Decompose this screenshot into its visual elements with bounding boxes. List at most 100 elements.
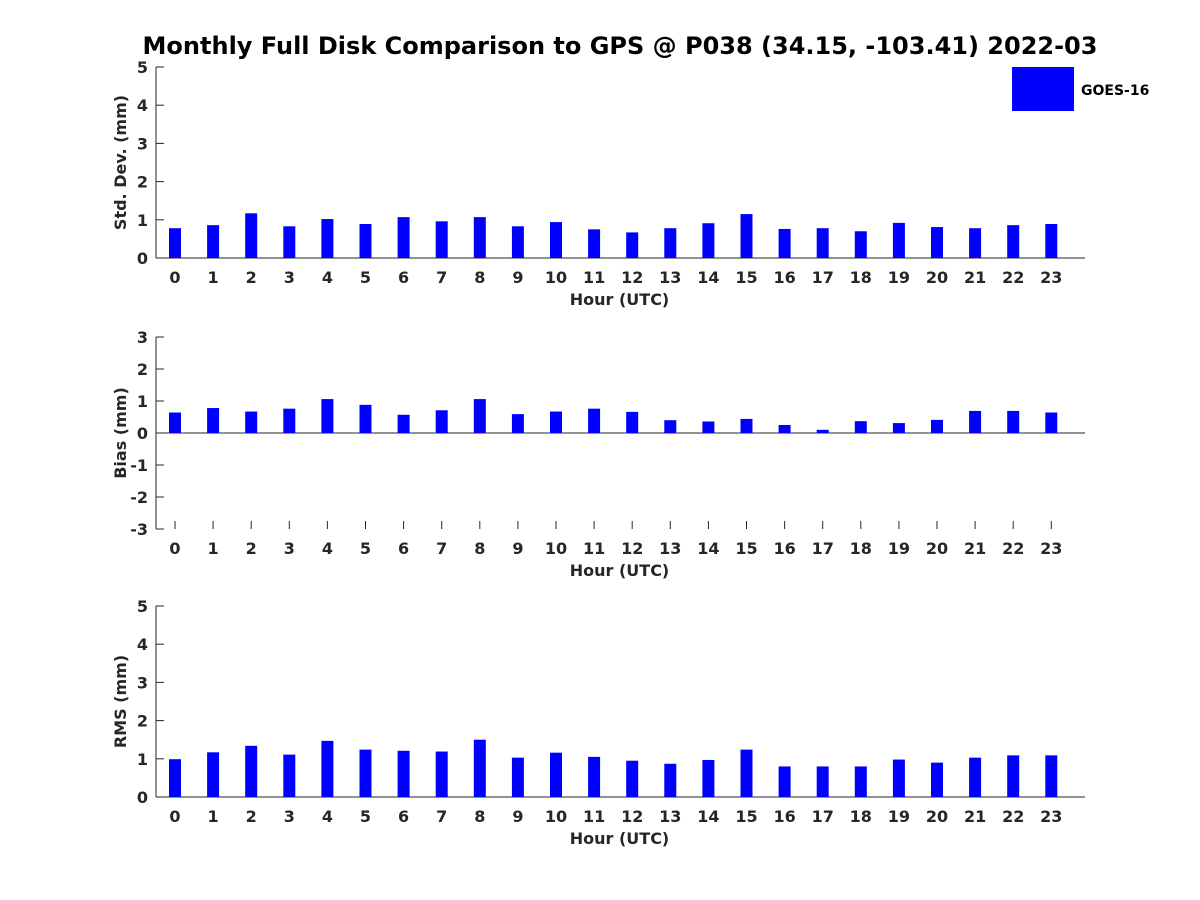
bar [778, 425, 791, 433]
bar [397, 750, 410, 797]
bar [321, 219, 334, 258]
x-tick-label: 5 [360, 807, 371, 826]
y-tick-label: 0 [137, 424, 148, 443]
x-tick-label: 18 [850, 807, 872, 826]
bar [816, 766, 829, 797]
bar [1045, 755, 1058, 797]
x-tick-label: 7 [436, 539, 447, 558]
bar [321, 399, 334, 433]
x-tick-label: 22 [1002, 268, 1024, 287]
y-axis-label: Std. Dev. (mm) [111, 95, 130, 230]
bar [854, 231, 867, 258]
bar [397, 217, 410, 258]
bar [588, 408, 601, 433]
x-tick-label: 17 [812, 268, 834, 287]
x-tick-label: 17 [812, 539, 834, 558]
bar [740, 418, 753, 433]
x-tick-label: 3 [284, 539, 295, 558]
y-tick-label: -3 [130, 520, 148, 539]
bar [588, 756, 601, 797]
y-axis-label: Bias (mm) [111, 387, 130, 479]
bar [397, 414, 410, 433]
x-tick-label: 1 [208, 807, 219, 826]
x-tick-label: 10 [545, 807, 567, 826]
bar [207, 408, 220, 433]
bar [626, 232, 639, 258]
bar [283, 226, 296, 258]
x-tick-label: 14 [697, 268, 719, 287]
x-tick-label: 3 [284, 268, 295, 287]
x-tick-label: 1 [208, 268, 219, 287]
x-tick-label: 21 [964, 268, 986, 287]
y-tick-label: 3 [137, 673, 148, 692]
bar [626, 760, 639, 797]
x-tick-label: 13 [659, 268, 681, 287]
y-tick-label: 2 [137, 173, 148, 192]
x-tick-label: 13 [659, 539, 681, 558]
x-tick-label: 11 [583, 268, 605, 287]
x-axis-label: Hour (UTC) [570, 829, 670, 848]
y-tick-label: 3 [137, 134, 148, 153]
bar [359, 224, 372, 258]
bar [664, 763, 677, 797]
x-tick-label: 21 [964, 807, 986, 826]
y-tick-label: 5 [137, 58, 148, 77]
x-tick-label: 9 [512, 807, 523, 826]
bar [702, 759, 715, 797]
bar [435, 410, 448, 433]
x-tick-label: 8 [474, 268, 485, 287]
bar [245, 213, 258, 258]
bar [740, 214, 753, 258]
x-tick-label: 9 [512, 268, 523, 287]
y-tick-label: 2 [137, 360, 148, 379]
x-tick-label: 16 [773, 268, 795, 287]
x-tick-label: 6 [398, 539, 409, 558]
legend-swatch [1012, 67, 1074, 111]
bar [854, 766, 867, 797]
x-tick-label: 12 [621, 539, 643, 558]
bar [816, 228, 829, 258]
x-tick-label: 13 [659, 807, 681, 826]
x-tick-label: 6 [398, 807, 409, 826]
x-tick-label: 14 [697, 807, 719, 826]
bar [588, 229, 601, 258]
bar [169, 228, 181, 258]
bar [473, 399, 486, 433]
bar [664, 228, 677, 258]
x-tick-label: 0 [169, 539, 180, 558]
x-tick-label: 8 [474, 539, 485, 558]
bar [702, 223, 715, 258]
x-tick-label: 18 [850, 268, 872, 287]
bar [321, 740, 334, 797]
x-tick-label: 5 [360, 539, 371, 558]
bar [473, 739, 486, 797]
x-tick-label: 4 [322, 539, 333, 558]
x-tick-label: 14 [697, 539, 719, 558]
bar [511, 757, 524, 797]
x-tick-label: 10 [545, 539, 567, 558]
y-tick-label: 1 [137, 211, 148, 230]
x-tick-label: 22 [1002, 539, 1024, 558]
y-tick-label: 1 [137, 392, 148, 411]
x-tick-label: 8 [474, 807, 485, 826]
bar [892, 423, 905, 433]
bar [283, 408, 296, 433]
bar [473, 217, 486, 258]
bar [854, 421, 867, 433]
x-tick-label: 23 [1040, 268, 1062, 287]
bar [969, 410, 982, 433]
chart-title: Monthly Full Disk Comparison to GPS @ P0… [143, 32, 1098, 60]
bar [169, 759, 181, 797]
x-tick-label: 17 [812, 807, 834, 826]
y-tick-label: 1 [137, 750, 148, 769]
bar [511, 414, 524, 433]
bar [283, 754, 296, 797]
y-tick-label: 0 [137, 788, 148, 807]
x-tick-label: 19 [888, 268, 910, 287]
x-tick-label: 12 [621, 268, 643, 287]
x-tick-label: 1 [208, 539, 219, 558]
bar [892, 222, 905, 258]
x-tick-label: 18 [850, 539, 872, 558]
x-tick-label: 10 [545, 268, 567, 287]
